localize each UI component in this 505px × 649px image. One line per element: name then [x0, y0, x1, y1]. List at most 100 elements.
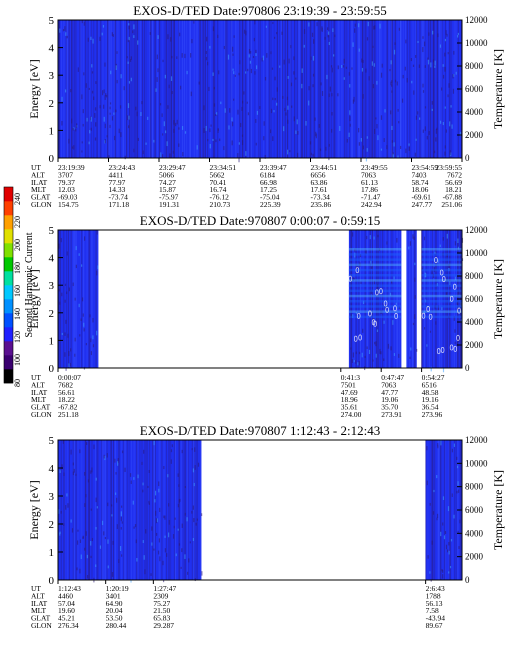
texture-speckle — [83, 21, 85, 26]
texture-speckle — [453, 50, 455, 55]
texture-speckle — [85, 531, 87, 536]
texture-speckle — [377, 234, 379, 238]
texture-speckle — [66, 291, 68, 295]
texture-speckle — [309, 141, 312, 145]
texture-speckle — [424, 272, 426, 278]
texture-speckle — [457, 246, 460, 250]
texture-speckle — [231, 117, 233, 122]
texture-speckle — [424, 41, 426, 47]
row-value: 77.97 — [109, 178, 126, 187]
texture-speckle — [115, 109, 117, 113]
texture-speckle — [456, 465, 459, 469]
texture-speckle — [283, 126, 285, 132]
texture-speckle — [201, 513, 203, 517]
texture-speckle — [116, 497, 118, 503]
texture-speckle — [456, 456, 458, 460]
texture-speckle — [241, 106, 243, 111]
texture-speckle — [368, 76, 370, 81]
row-value: 70.41 — [210, 178, 227, 187]
texture-speckle — [232, 68, 234, 71]
texture-speckle — [273, 110, 275, 113]
row-label: ILAT — [31, 388, 48, 397]
row-label: ALT — [31, 170, 45, 179]
row-value: -71.47 — [361, 193, 381, 202]
texture-speckle — [297, 152, 299, 158]
texture-speckle — [281, 31, 283, 35]
texture-speckle — [133, 526, 135, 529]
texture-speckle — [424, 106, 427, 109]
texture-speckle — [128, 115, 130, 120]
texture-speckle — [453, 443, 456, 447]
texture-speckle — [109, 112, 111, 115]
row-value: 242.94 — [361, 200, 382, 209]
bright-band — [421, 315, 462, 319]
white-blob — [393, 305, 397, 312]
row-label: GLAT — [31, 614, 51, 623]
texture-speckle — [279, 65, 281, 68]
row-value: 45.21 — [58, 614, 75, 623]
texture-speckle — [179, 498, 181, 502]
texture-speckle — [412, 322, 415, 326]
texture-speckle — [69, 362, 71, 367]
texture-speckle — [186, 571, 189, 575]
texture-speckle — [118, 559, 120, 563]
texture-speckle — [391, 80, 393, 83]
texture-speckle — [193, 482, 195, 487]
row-value: 1:12:43 — [58, 584, 81, 593]
texture-speckle — [413, 90, 415, 95]
texture-speckle — [436, 475, 438, 479]
texture-speckle — [194, 465, 196, 470]
texture-speckle — [78, 303, 80, 308]
texture-speckle — [453, 316, 455, 321]
texture-speckle — [332, 28, 334, 33]
texture-speckle — [241, 140, 244, 146]
texture-speckle — [362, 94, 364, 99]
row-value: 2:6:43 — [426, 584, 445, 593]
texture-speckle — [149, 32, 151, 35]
texture-speckle — [147, 116, 149, 120]
texture-speckle — [142, 150, 144, 155]
texture-speckle — [220, 101, 222, 105]
texture-speckle — [328, 31, 330, 36]
row-label: UT — [31, 373, 41, 382]
row-label: ALT — [31, 380, 45, 389]
texture-speckle — [349, 123, 351, 127]
texture-speckle — [119, 105, 122, 109]
texture-speckle — [321, 27, 323, 32]
texture-speckle — [66, 35, 68, 39]
texture-speckle — [270, 108, 273, 114]
colorbar-frame — [3, 186, 14, 384]
texture-speckle — [378, 248, 381, 252]
row-value: 0:47:47 — [381, 373, 404, 382]
texture-speckle — [205, 125, 207, 131]
texture-speckle — [457, 35, 459, 38]
y2-tick-label: 4000 — [465, 528, 484, 538]
texture-speckle — [448, 550, 450, 555]
row-value: -67.88 — [443, 193, 463, 202]
texture-speckle — [158, 481, 160, 487]
texture-speckle — [130, 56, 132, 60]
texture-speckle — [449, 565, 452, 569]
texture-speckle — [452, 74, 454, 79]
texture-speckle — [455, 71, 457, 75]
row-value: 6516 — [422, 380, 437, 389]
bright-band — [421, 263, 462, 267]
texture-speckle — [400, 145, 402, 149]
row-label: MLT — [31, 606, 47, 615]
texture-speckle — [118, 128, 120, 134]
texture-speckle — [184, 486, 186, 489]
row-value: 23:44:51 — [311, 163, 338, 172]
y-tick-label: 2 — [49, 519, 55, 531]
texture-speckle — [121, 554, 123, 557]
texture-speckle — [318, 124, 320, 128]
y2-axis-label: Temperature [K] — [491, 470, 505, 550]
texture-speckle — [358, 128, 360, 133]
texture-speckle — [104, 139, 106, 144]
texture-speckle — [227, 54, 230, 60]
white-blob — [449, 344, 454, 351]
y2-tick-label: 10000 — [465, 458, 488, 468]
texture-speckle — [264, 76, 267, 81]
texture-speckle — [121, 450, 124, 454]
texture-speckle — [285, 112, 287, 116]
texture-speckle — [359, 254, 362, 258]
